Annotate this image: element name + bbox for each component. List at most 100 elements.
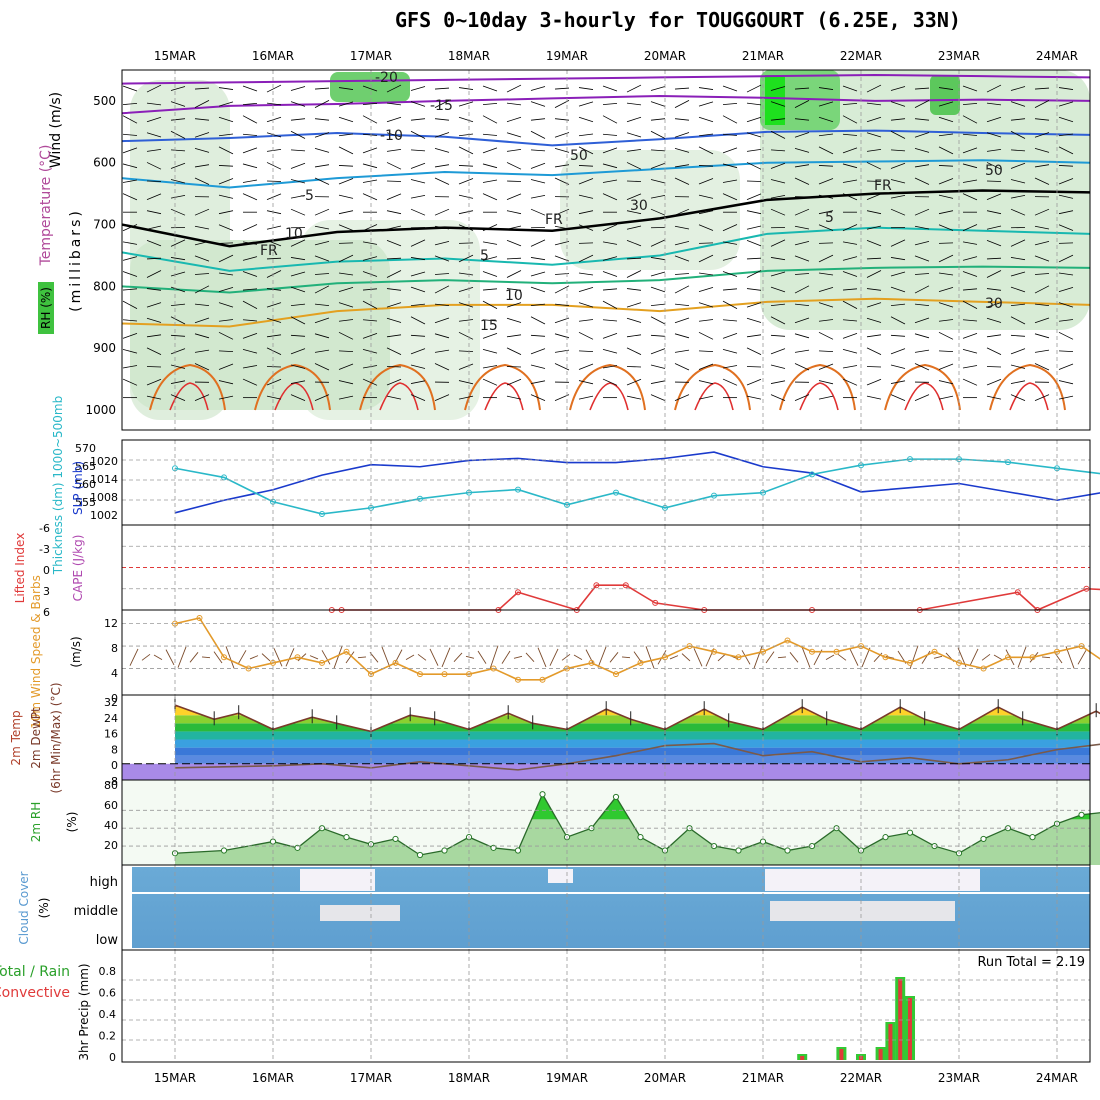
wind-barb bbox=[458, 146, 474, 155]
wind-barb bbox=[482, 147, 498, 154]
wind-barb bbox=[218, 87, 234, 90]
wind-barb bbox=[866, 270, 882, 278]
wind-barb bbox=[386, 288, 402, 291]
wind-barb bbox=[674, 273, 690, 275]
wind-barb bbox=[506, 270, 522, 278]
wind-barb bbox=[650, 286, 666, 293]
wind-barb bbox=[770, 364, 786, 369]
lifted-index-line-point bbox=[652, 599, 659, 606]
wind-barb bbox=[842, 319, 858, 322]
wind-barb bbox=[242, 115, 258, 124]
y-tick-label: 1020 bbox=[90, 455, 118, 468]
wind-barb bbox=[506, 395, 522, 400]
wind-barb-10m bbox=[285, 648, 295, 667]
wind-barb bbox=[986, 257, 1002, 260]
wind-barb bbox=[218, 133, 234, 137]
wind-speed-line-point bbox=[637, 659, 644, 666]
wind-barb bbox=[362, 179, 378, 183]
wind-barb-10m bbox=[333, 646, 343, 669]
wind-barb bbox=[194, 177, 210, 185]
precip-bar-convective bbox=[839, 1049, 844, 1060]
wind-barb bbox=[626, 317, 642, 323]
wind-barb bbox=[866, 317, 882, 323]
wind-speed-line-point bbox=[588, 659, 595, 666]
date-label-top: 21MAR bbox=[742, 49, 784, 63]
date-label-top: 24MAR bbox=[1036, 49, 1078, 63]
wind-barb bbox=[602, 319, 618, 322]
wind-barb bbox=[650, 208, 666, 216]
wind-barb bbox=[578, 178, 594, 185]
wind-barb-10m bbox=[561, 653, 571, 661]
wind-barb bbox=[794, 273, 810, 275]
wind-barb bbox=[506, 334, 522, 338]
wind-barb bbox=[1034, 118, 1050, 121]
wind-barb bbox=[410, 130, 426, 139]
wind-barb bbox=[1058, 331, 1074, 340]
wind-barb bbox=[818, 272, 834, 276]
wind-barb bbox=[194, 285, 210, 294]
contour-label: -15 bbox=[430, 98, 453, 114]
wind-barb bbox=[1010, 364, 1026, 369]
wind-barb bbox=[578, 133, 594, 137]
wind-barb bbox=[794, 303, 810, 307]
wind-barb bbox=[698, 242, 714, 244]
wind-barb-10m bbox=[273, 648, 283, 667]
wind-barb bbox=[434, 100, 450, 108]
wind-barb bbox=[482, 256, 498, 261]
wind-barb bbox=[746, 257, 762, 260]
wind-barb bbox=[242, 256, 258, 261]
wind-barb bbox=[602, 300, 618, 310]
wind-barb bbox=[650, 239, 666, 247]
y-tick-label: 6 bbox=[43, 606, 50, 619]
wind-barb bbox=[746, 116, 762, 123]
wind-barb-10m bbox=[1041, 656, 1051, 659]
wind-barb bbox=[602, 349, 618, 354]
wind-barb bbox=[914, 87, 930, 90]
panel-frame-precip bbox=[121, 949, 1091, 1063]
wind-barb bbox=[626, 239, 642, 247]
wind-barb bbox=[1034, 100, 1050, 108]
wind-barb bbox=[746, 239, 762, 247]
wind-barb bbox=[698, 165, 714, 167]
wind-barb bbox=[290, 194, 306, 199]
wind-barb bbox=[266, 84, 282, 93]
wind-barb bbox=[218, 254, 234, 263]
wind-barb bbox=[458, 319, 474, 322]
isotherm-line bbox=[569, 363, 646, 411]
wind-barb bbox=[386, 257, 402, 260]
wind-barb bbox=[578, 395, 594, 400]
wind-barb bbox=[530, 149, 546, 152]
wind-barb bbox=[146, 239, 162, 247]
wind-barb bbox=[674, 363, 690, 371]
wind-barb bbox=[218, 302, 234, 308]
wind-barb bbox=[170, 101, 186, 107]
wind-speed-line-point bbox=[319, 659, 325, 666]
wind-barb bbox=[362, 300, 378, 310]
lifted-index-line-point bbox=[515, 589, 521, 596]
wind-speed-line-point bbox=[784, 637, 791, 644]
wind-barb bbox=[722, 179, 738, 183]
wind-barb bbox=[650, 334, 666, 337]
date-label-bottom: 16MAR bbox=[252, 1071, 294, 1085]
wind-barb bbox=[698, 302, 714, 308]
wind-barb bbox=[650, 348, 666, 355]
wind-barb bbox=[386, 366, 402, 368]
wind-barb bbox=[458, 178, 474, 185]
wind-barb bbox=[962, 179, 978, 183]
wind-barb bbox=[698, 210, 714, 215]
wind-barb bbox=[1058, 146, 1074, 155]
y-tick-label: 600 bbox=[93, 156, 116, 170]
wind-barb bbox=[314, 177, 330, 185]
rh-shading-high bbox=[330, 72, 410, 102]
wind-barb bbox=[650, 162, 666, 169]
wind-barb bbox=[650, 118, 666, 121]
wind-barb bbox=[914, 164, 930, 168]
wind-barb bbox=[1034, 285, 1050, 294]
wind-barb-10m bbox=[849, 648, 859, 666]
wind-barb bbox=[122, 288, 138, 291]
wind-barb-10m bbox=[645, 646, 655, 669]
wind-barb bbox=[602, 115, 618, 124]
wind-barb bbox=[722, 365, 738, 369]
precip-bar-convective bbox=[888, 1024, 893, 1060]
y-tick-label: 555 bbox=[75, 496, 96, 509]
